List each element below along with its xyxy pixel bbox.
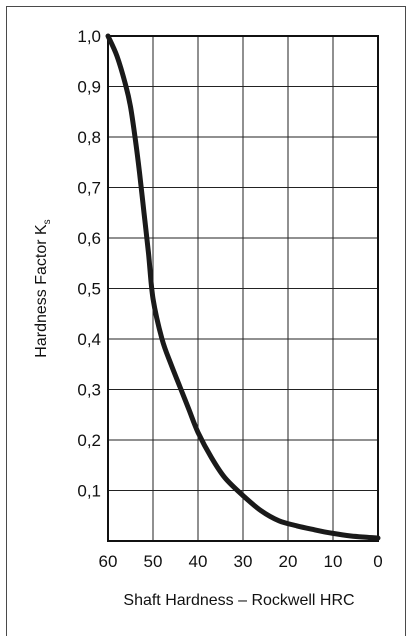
series-line xyxy=(105,33,381,541)
x-tick-label: 50 xyxy=(144,552,163,571)
y-tick-label: 0,3 xyxy=(77,381,101,400)
x-tick-label: 0 xyxy=(373,552,382,571)
x-tick-label: 30 xyxy=(234,552,253,571)
chart-frame xyxy=(6,6,406,636)
y-tick-label: 0,5 xyxy=(77,280,101,299)
y-tick-label: 0,8 xyxy=(77,128,101,147)
y-tick-label: 0,1 xyxy=(77,482,101,501)
y-tick-labels: 1,0 0,9 0,8 0,7 0,6 0,5 0,4 0,3 0,2 0,1 xyxy=(77,27,101,501)
x-axis-title: Shaft Hardness – Rockwell HRC xyxy=(123,592,354,609)
y-tick-label: 0,7 xyxy=(77,179,101,198)
y-axis-title-subscript: s xyxy=(42,219,53,224)
x-tick-label: 10 xyxy=(324,552,343,571)
y-tick-label: 1,0 xyxy=(77,27,101,46)
y-tick-label: 0,2 xyxy=(77,431,101,450)
x-tick-label: 60 xyxy=(99,552,118,571)
y-axis-title: Hardness Factor Ks xyxy=(33,219,53,357)
plot-border xyxy=(107,35,379,542)
x-tick-labels: 60 50 40 30 20 10 0 xyxy=(99,552,383,571)
y-tick-label: 0,4 xyxy=(77,330,101,349)
y-tick-label: 0,9 xyxy=(77,78,101,97)
grid xyxy=(107,35,379,541)
x-tick-label: 20 xyxy=(279,552,298,571)
y-tick-label: 0,6 xyxy=(77,229,101,248)
x-tick-label: 40 xyxy=(189,552,208,571)
